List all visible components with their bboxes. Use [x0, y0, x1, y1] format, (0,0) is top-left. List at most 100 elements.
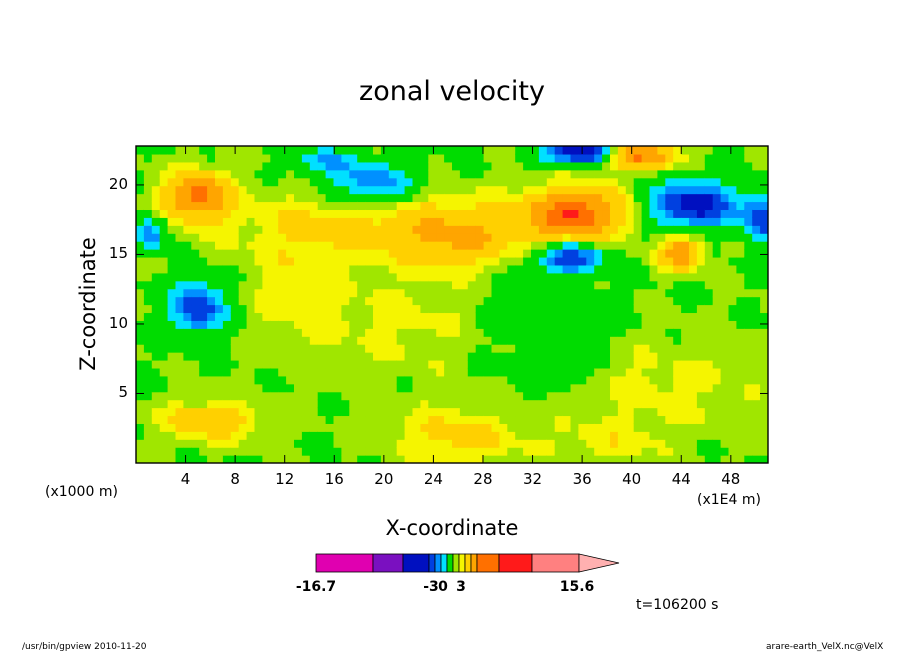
heatmap-cell: [254, 328, 263, 337]
heatmap-cell: [649, 423, 658, 432]
heatmap-cell: [554, 249, 564, 258]
heatmap-cell: [523, 296, 532, 306]
heatmap-cell: [428, 280, 437, 290]
heatmap-cell: [625, 233, 635, 242]
heatmap-cell: [420, 209, 429, 218]
heatmap-cell: [404, 359, 414, 369]
heatmap-cell: [373, 169, 382, 179]
heatmap-cell: [254, 336, 263, 345]
heatmap-cell: [294, 352, 303, 361]
heatmap-cell: [183, 249, 192, 258]
heatmap-cell: [412, 225, 421, 234]
x-unit-left: (x1000 m): [45, 484, 118, 500]
heatmap-cell: [380, 447, 390, 456]
heatmap-cell: [167, 352, 177, 361]
heatmap-cell: [665, 256, 674, 266]
heatmap-cell: [491, 367, 500, 377]
heatmap-cell: [325, 256, 335, 266]
heatmap-cell: [523, 439, 532, 448]
heatmap-cell: [696, 399, 706, 409]
heatmap-cell: [230, 264, 240, 274]
heatmap-cell: [317, 153, 327, 163]
heatmap-cell: [412, 320, 421, 329]
heatmap-cell: [712, 312, 722, 321]
heatmap-cell: [744, 185, 753, 195]
heatmap-cell: [554, 423, 564, 432]
heatmap-cell: [736, 336, 745, 345]
heatmap-cell: [720, 455, 730, 463]
heatmap-cell: [515, 153, 524, 163]
heatmap-cell: [325, 225, 335, 234]
heatmap-cell: [215, 304, 224, 314]
heatmap-cell: [183, 146, 192, 155]
heatmap-cell: [309, 201, 319, 211]
heatmap-cell: [191, 209, 200, 218]
heatmap-cell: [262, 288, 271, 298]
heatmap-cell: [641, 209, 651, 218]
heatmap-cell: [357, 280, 366, 290]
heatmap-cell: [515, 352, 524, 361]
heatmap-cell: [610, 367, 619, 377]
heatmap-cell: [270, 177, 279, 187]
heatmap-cell: [270, 312, 279, 321]
heatmap-cell: [515, 146, 524, 155]
heatmap-cell: [349, 383, 358, 393]
heatmap-cell: [499, 241, 508, 250]
heatmap-cell: [720, 415, 730, 424]
heatmap-cell: [610, 328, 619, 337]
heatmap-cell: [673, 415, 682, 424]
heatmap-cell: [712, 185, 722, 195]
heatmap-cell: [452, 407, 461, 417]
heatmap-cell: [254, 185, 263, 195]
heatmap-cell: [475, 201, 485, 211]
heatmap-cell: [420, 272, 429, 282]
heatmap-cell: [752, 233, 761, 242]
heatmap-cell: [373, 431, 382, 440]
heatmap-cell: [444, 185, 453, 195]
heatmap-cell: [625, 344, 635, 353]
heatmap-cell: [586, 280, 595, 290]
heatmap-cell: [309, 296, 319, 306]
heatmap-cell: [333, 399, 342, 409]
heatmap-cell: [531, 423, 540, 432]
heatmap-cell: [167, 185, 177, 195]
heatmap-cell: [262, 328, 271, 337]
heatmap-cell: [183, 288, 192, 298]
heatmap-cell: [625, 193, 635, 203]
heatmap-cell: [657, 304, 666, 314]
heatmap-cell: [254, 233, 263, 242]
heatmap-cell: [507, 399, 516, 409]
heatmap-cell: [286, 169, 295, 179]
heatmap-cell: [578, 146, 587, 155]
heatmap-cell: [341, 161, 350, 171]
heatmap-cell: [175, 209, 184, 218]
heatmap-cell: [657, 201, 666, 211]
heatmap-cell: [760, 233, 768, 242]
heatmap-cell: [428, 391, 437, 401]
heatmap-cell: [215, 423, 224, 432]
heatmap-cell: [570, 241, 579, 250]
heatmap-cell: [151, 312, 161, 321]
heatmap-cell: [562, 217, 572, 226]
heatmap-cell: [222, 344, 232, 353]
heatmap-cell: [610, 423, 619, 432]
heatmap-cell: [238, 296, 248, 306]
heatmap-cell: [625, 256, 635, 266]
heatmap-cell: [704, 153, 714, 163]
heatmap-cell: [562, 367, 572, 377]
heatmap-cell: [270, 399, 279, 409]
heatmap-cell: [207, 328, 216, 337]
heatmap-cell: [222, 439, 232, 448]
heatmap-cell: [167, 447, 177, 456]
heatmap-cell: [641, 296, 651, 306]
heatmap-cell: [175, 439, 184, 448]
heatmap-cell: [475, 431, 485, 440]
heatmap-cell: [420, 336, 429, 345]
heatmap-cell: [167, 391, 177, 401]
heatmap-cell: [207, 272, 216, 282]
heatmap-cell: [728, 296, 737, 306]
heatmap-cell: [349, 241, 358, 250]
heatmap-cell: [349, 225, 358, 234]
heatmap-cell: [199, 312, 208, 321]
heatmap-cell: [136, 439, 145, 448]
